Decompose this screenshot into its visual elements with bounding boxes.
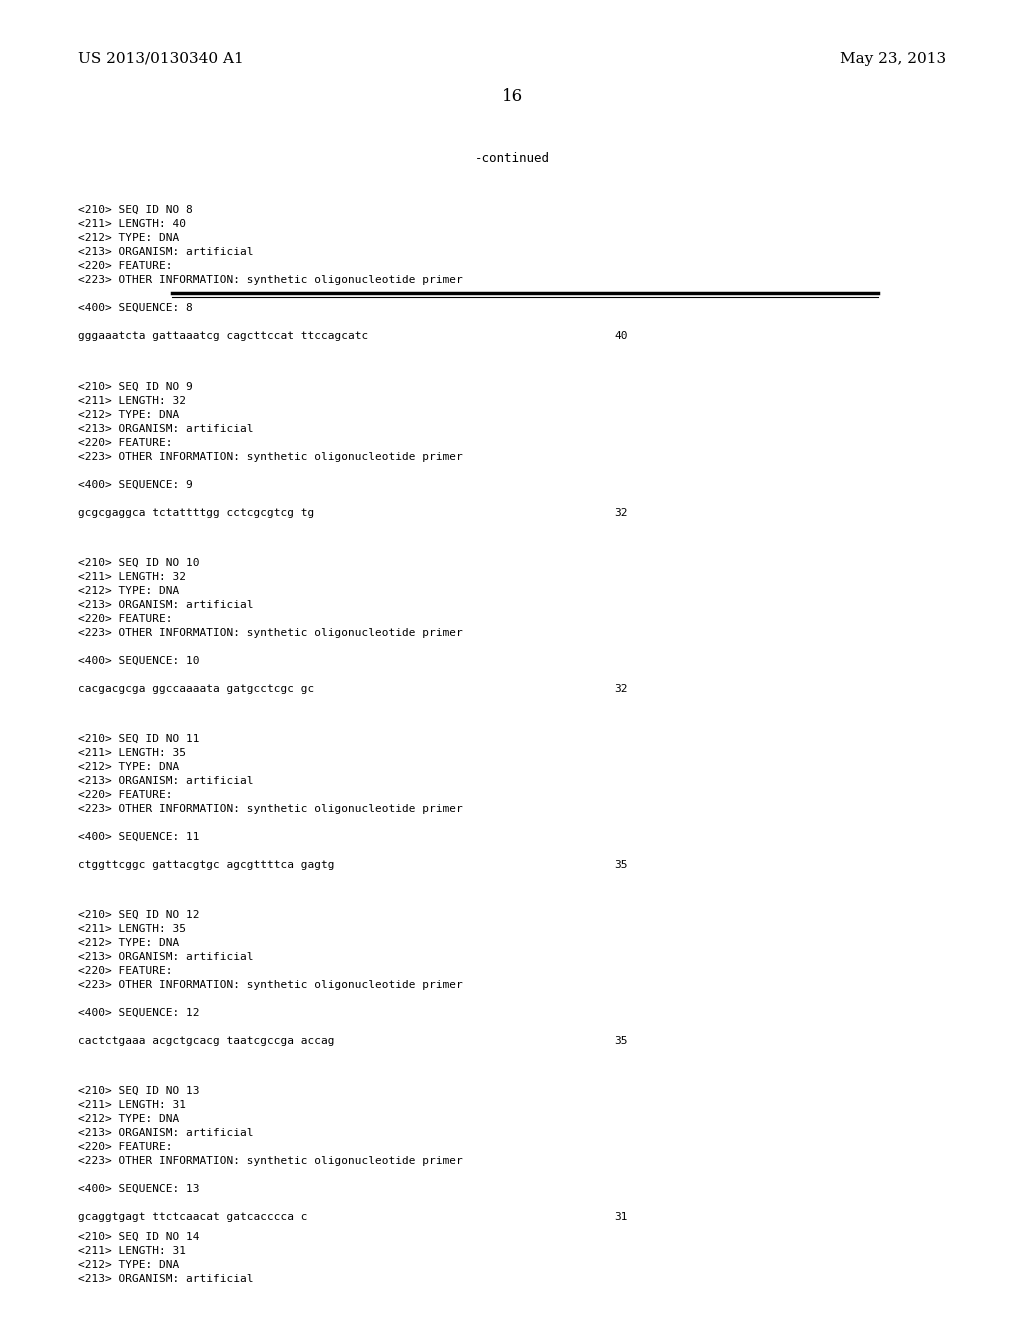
Text: <213> ORGANISM: artificial: <213> ORGANISM: artificial (78, 424, 253, 434)
Text: <210> SEQ ID NO 10: <210> SEQ ID NO 10 (78, 558, 200, 568)
Text: -continued: -continued (474, 152, 550, 165)
Text: <220> FEATURE:: <220> FEATURE: (78, 261, 172, 271)
Text: <212> TYPE: DNA: <212> TYPE: DNA (78, 411, 179, 420)
Text: <210> SEQ ID NO 13: <210> SEQ ID NO 13 (78, 1086, 200, 1096)
Text: cactctgaaa acgctgcacg taatcgccga accag: cactctgaaa acgctgcacg taatcgccga accag (78, 1036, 334, 1045)
Text: 40: 40 (614, 331, 628, 341)
Text: <400> SEQUENCE: 13: <400> SEQUENCE: 13 (78, 1184, 200, 1195)
Text: <210> SEQ ID NO 9: <210> SEQ ID NO 9 (78, 381, 193, 392)
Text: <220> FEATURE:: <220> FEATURE: (78, 789, 172, 800)
Text: <212> TYPE: DNA: <212> TYPE: DNA (78, 586, 179, 597)
Text: <400> SEQUENCE: 11: <400> SEQUENCE: 11 (78, 832, 200, 842)
Text: <213> ORGANISM: artificial: <213> ORGANISM: artificial (78, 1129, 253, 1138)
Text: <400> SEQUENCE: 9: <400> SEQUENCE: 9 (78, 480, 193, 490)
Text: cacgacgcga ggccaaaata gatgcctcgc gc: cacgacgcga ggccaaaata gatgcctcgc gc (78, 684, 314, 694)
Text: 35: 35 (614, 1036, 628, 1045)
Text: <212> TYPE: DNA: <212> TYPE: DNA (78, 1261, 179, 1270)
Text: <211> LENGTH: 32: <211> LENGTH: 32 (78, 572, 185, 582)
Text: <210> SEQ ID NO 8: <210> SEQ ID NO 8 (78, 205, 193, 215)
Text: 16: 16 (502, 88, 522, 106)
Text: gggaaatcta gattaaatcg cagcttccat ttccagcatc: gggaaatcta gattaaatcg cagcttccat ttccagc… (78, 331, 368, 341)
Text: 31: 31 (614, 1212, 628, 1222)
Text: <210> SEQ ID NO 14: <210> SEQ ID NO 14 (78, 1232, 200, 1242)
Text: <211> LENGTH: 35: <211> LENGTH: 35 (78, 748, 185, 758)
Text: <211> LENGTH: 31: <211> LENGTH: 31 (78, 1246, 185, 1257)
Text: <400> SEQUENCE: 12: <400> SEQUENCE: 12 (78, 1008, 200, 1018)
Text: <210> SEQ ID NO 11: <210> SEQ ID NO 11 (78, 734, 200, 744)
Text: US 2013/0130340 A1: US 2013/0130340 A1 (78, 51, 244, 66)
Text: gcgcgaggca tctattttgg cctcgcgtcg tg: gcgcgaggca tctattttgg cctcgcgtcg tg (78, 508, 314, 517)
Text: <223> OTHER INFORMATION: synthetic oligonucleotide primer: <223> OTHER INFORMATION: synthetic oligo… (78, 1156, 463, 1166)
Text: <212> TYPE: DNA: <212> TYPE: DNA (78, 1114, 179, 1125)
Text: <223> OTHER INFORMATION: synthetic oligonucleotide primer: <223> OTHER INFORMATION: synthetic oligo… (78, 804, 463, 814)
Text: <211> LENGTH: 40: <211> LENGTH: 40 (78, 219, 185, 228)
Text: <220> FEATURE:: <220> FEATURE: (78, 966, 172, 975)
Text: May 23, 2013: May 23, 2013 (840, 51, 946, 66)
Text: ctggttcggc gattacgtgc agcgttttca gagtg: ctggttcggc gattacgtgc agcgttttca gagtg (78, 861, 334, 870)
Text: <223> OTHER INFORMATION: synthetic oligonucleotide primer: <223> OTHER INFORMATION: synthetic oligo… (78, 628, 463, 638)
Text: gcaggtgagt ttctcaacat gatcacccca c: gcaggtgagt ttctcaacat gatcacccca c (78, 1212, 307, 1222)
Text: 32: 32 (614, 684, 628, 694)
Text: <220> FEATURE:: <220> FEATURE: (78, 614, 172, 624)
Text: <223> OTHER INFORMATION: synthetic oligonucleotide primer: <223> OTHER INFORMATION: synthetic oligo… (78, 979, 463, 990)
Text: <220> FEATURE:: <220> FEATURE: (78, 438, 172, 447)
Text: <213> ORGANISM: artificial: <213> ORGANISM: artificial (78, 601, 253, 610)
Text: <400> SEQUENCE: 8: <400> SEQUENCE: 8 (78, 304, 193, 313)
Text: <213> ORGANISM: artificial: <213> ORGANISM: artificial (78, 1274, 253, 1284)
Text: <223> OTHER INFORMATION: synthetic oligonucleotide primer: <223> OTHER INFORMATION: synthetic oligo… (78, 451, 463, 462)
Text: <220> FEATURE:: <220> FEATURE: (78, 1142, 172, 1152)
Text: <212> TYPE: DNA: <212> TYPE: DNA (78, 234, 179, 243)
Text: <211> LENGTH: 35: <211> LENGTH: 35 (78, 924, 185, 935)
Text: 35: 35 (614, 861, 628, 870)
Text: <212> TYPE: DNA: <212> TYPE: DNA (78, 939, 179, 948)
Text: <213> ORGANISM: artificial: <213> ORGANISM: artificial (78, 776, 253, 785)
Text: <211> LENGTH: 32: <211> LENGTH: 32 (78, 396, 185, 407)
Text: <223> OTHER INFORMATION: synthetic oligonucleotide primer: <223> OTHER INFORMATION: synthetic oligo… (78, 275, 463, 285)
Text: <212> TYPE: DNA: <212> TYPE: DNA (78, 762, 179, 772)
Text: <213> ORGANISM: artificial: <213> ORGANISM: artificial (78, 247, 253, 257)
Text: <213> ORGANISM: artificial: <213> ORGANISM: artificial (78, 952, 253, 962)
Text: <211> LENGTH: 31: <211> LENGTH: 31 (78, 1100, 185, 1110)
Text: <210> SEQ ID NO 12: <210> SEQ ID NO 12 (78, 909, 200, 920)
Text: <400> SEQUENCE: 10: <400> SEQUENCE: 10 (78, 656, 200, 667)
Text: 32: 32 (614, 508, 628, 517)
